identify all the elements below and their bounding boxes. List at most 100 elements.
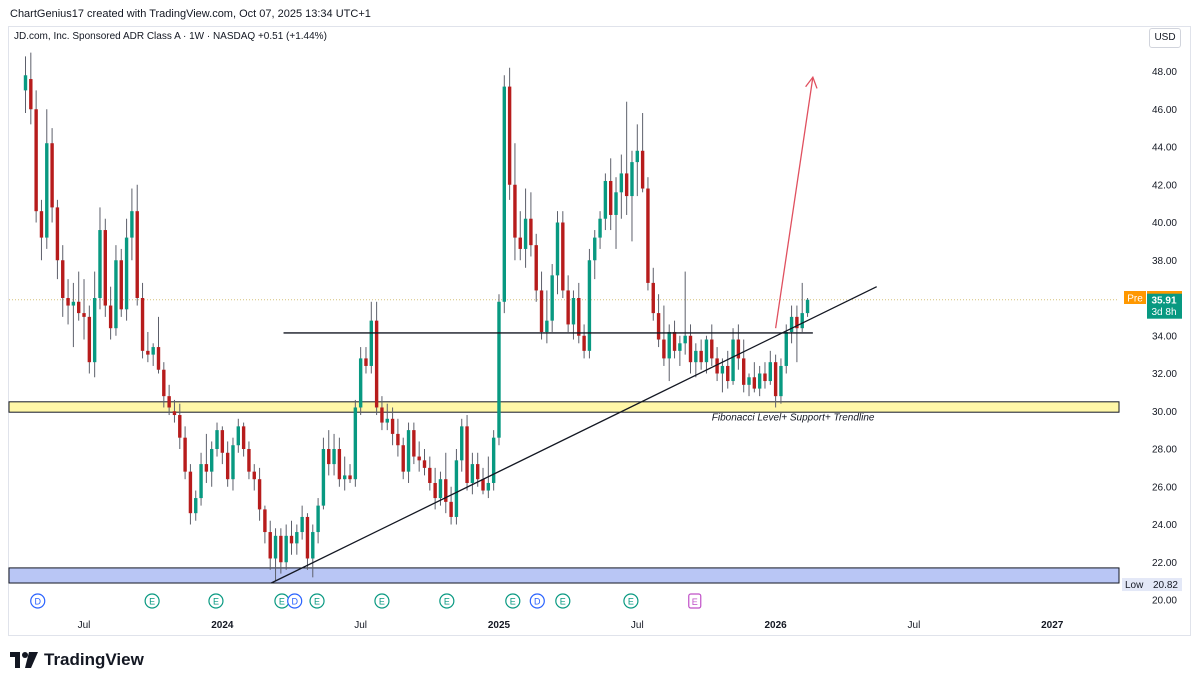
candle — [199, 452, 203, 506]
dividend-marker-icon[interactable]: D — [529, 593, 545, 609]
event-letter: E — [279, 597, 285, 607]
candle-body — [651, 282, 655, 314]
candle — [662, 305, 666, 366]
earnings-marker-icon[interactable]: E — [144, 593, 160, 609]
candle-body — [577, 298, 581, 336]
currency-button[interactable]: USD — [1149, 28, 1181, 48]
candle-body — [529, 218, 533, 246]
candle — [422, 449, 427, 476]
candle-body — [704, 339, 709, 363]
candle-body — [103, 230, 107, 306]
earnings-marker-icon[interactable]: E — [555, 593, 571, 609]
candle — [305, 513, 310, 570]
candle — [390, 407, 395, 446]
y-tick-label: 26.00 — [1152, 482, 1177, 493]
tradingview-wordmark: TradingView — [44, 650, 144, 669]
candle — [327, 430, 331, 476]
candle-body — [438, 479, 443, 499]
candle-body — [236, 426, 240, 446]
candle — [529, 192, 533, 257]
x-tick-label: Jul — [354, 620, 367, 631]
candle — [470, 452, 475, 495]
candle-body — [598, 218, 602, 238]
event-letter: E — [149, 597, 155, 607]
candle-body — [252, 471, 256, 480]
candle-body — [513, 184, 517, 238]
candle — [374, 301, 379, 416]
candle-body — [23, 75, 28, 91]
candle-body — [630, 162, 634, 197]
candle — [380, 396, 384, 431]
earnings-marker-icon[interactable]: E — [439, 593, 455, 609]
candle — [98, 207, 102, 310]
candle — [651, 267, 655, 321]
earnings-marker-icon[interactable]: E — [374, 593, 390, 609]
dividend-marker-icon[interactable]: D — [287, 593, 303, 609]
candle — [268, 520, 272, 570]
candle — [39, 199, 44, 261]
candle-body — [119, 260, 123, 310]
candle — [454, 449, 459, 525]
earnings-marker-icon[interactable]: E — [688, 593, 702, 609]
candle — [752, 362, 757, 393]
event-circle — [309, 593, 325, 609]
candle-body — [406, 430, 411, 472]
x-tick-label: 2026 — [764, 620, 787, 631]
candle — [481, 467, 485, 495]
candle — [316, 498, 320, 544]
candle — [742, 339, 746, 393]
candle-body — [566, 290, 570, 325]
candle — [630, 150, 634, 242]
x-tick-label: 2027 — [1041, 620, 1064, 631]
candle — [646, 177, 650, 291]
candle — [523, 188, 528, 268]
earnings-marker-icon[interactable]: E — [208, 593, 224, 609]
candle — [178, 403, 182, 449]
candle-body — [614, 192, 618, 215]
candle-body — [736, 339, 741, 359]
candle-body — [337, 449, 342, 480]
candle — [619, 154, 624, 219]
candle-body — [401, 445, 405, 472]
candle — [156, 316, 161, 374]
candle-body — [268, 532, 272, 559]
candle-body — [646, 188, 650, 283]
candle-body — [247, 449, 251, 472]
candle — [555, 211, 560, 295]
symbol-info: JD.com, Inc. Sponsored ADR Class A · 1W … — [14, 31, 327, 42]
candle-body — [539, 290, 544, 332]
candle-body — [571, 298, 576, 325]
event-circle — [374, 593, 390, 609]
candle — [534, 233, 538, 302]
candle-body — [507, 86, 512, 185]
candle — [449, 486, 453, 525]
candle-body — [460, 426, 464, 461]
candle — [140, 282, 145, 359]
candle — [800, 282, 804, 332]
candle — [247, 441, 251, 480]
earnings-marker-icon[interactable]: E — [309, 593, 325, 609]
forecast-arrow-head — [805, 75, 818, 89]
earnings-marker-icon[interactable]: E — [505, 593, 521, 609]
earnings-marker-icon[interactable]: E — [274, 593, 290, 609]
candle — [225, 441, 230, 487]
candle — [231, 437, 235, 491]
candle-body — [694, 350, 698, 363]
candle-body — [71, 301, 76, 306]
candle-body — [784, 331, 788, 366]
event-letter: E — [628, 597, 634, 607]
event-circle — [30, 593, 46, 609]
candle-body — [108, 305, 113, 329]
candle — [55, 199, 60, 280]
event-circle — [529, 593, 545, 609]
candle — [417, 441, 421, 472]
tradingview-logo[interactable]: TradingView — [10, 650, 144, 670]
candle — [789, 305, 794, 344]
candle-body — [225, 452, 230, 480]
y-tick-label: 42.00 — [1152, 180, 1177, 191]
candle — [598, 211, 602, 249]
dividend-marker-icon[interactable]: D — [30, 593, 46, 609]
low-label-tag — [1122, 578, 1182, 592]
earnings-marker-icon[interactable]: E — [623, 593, 639, 609]
